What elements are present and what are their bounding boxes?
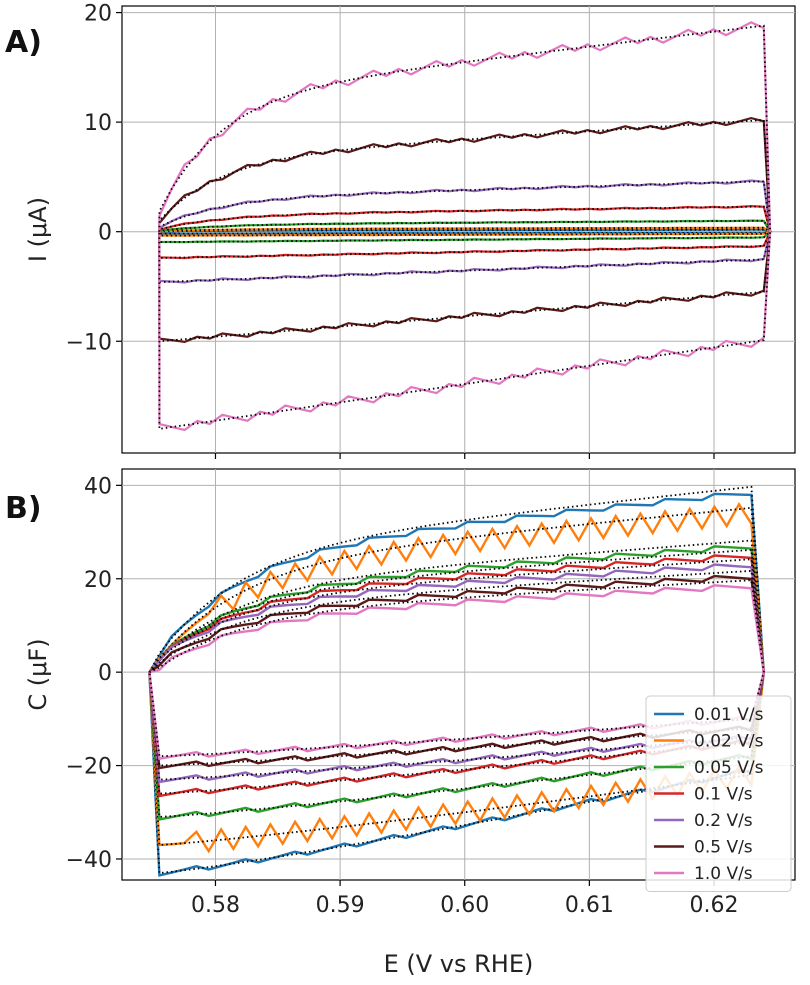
y-tick-label: 20 [84, 2, 112, 27]
panel-a-series [158, 21, 773, 432]
y-tick-label: 0 [98, 221, 112, 246]
y-tick-label: −10 [66, 330, 112, 355]
panel-b-x-axis-label: E (V vs RHE) [384, 950, 534, 978]
legend-label: 0.01 V/s [694, 705, 764, 725]
panel-b-y-axis-label: C (μF) [24, 638, 52, 710]
panel-b-plot-frame [121, 468, 796, 881]
legend-label: 1.0 V/s [694, 864, 753, 884]
legend-label: 0.02 V/s [694, 732, 764, 752]
panel-a-plot-frame [121, 5, 796, 454]
legend-label: 0.2 V/s [694, 811, 753, 831]
x-tick-label: 0.61 [565, 893, 614, 918]
y-tick-label: 0 [98, 661, 112, 686]
y-tick-label: 10 [84, 111, 112, 136]
legend: 0.01 V/s 0.02 V/s 0.05 V/s 0.1 V/s 0.2 V/s 0.… [645, 695, 792, 892]
fit-line-dotted [158, 118, 772, 343]
x-tick-label: 0.59 [316, 893, 365, 918]
y-tick-label: −20 [66, 755, 112, 780]
series-line-1.0-vs [158, 21, 772, 432]
panel-a: A) −10 0 10 20 I (μA) [5, 2, 796, 459]
panel-a-y-ticks: −10 0 10 20 [66, 2, 122, 355]
panel-a-y-axis-label: I (μA) [24, 197, 52, 262]
panel-b-series [148, 485, 766, 877]
x-tick-label: 0.60 [440, 893, 489, 918]
legend-label: 0.5 V/s [694, 838, 753, 858]
panel-b: B) −40 −20 0 20 40 0.58 0.59 0.60 0.61 0.62 C (μ… [5, 468, 796, 978]
x-tick-label: 0.62 [689, 893, 738, 918]
legend-label: 0.1 V/s [694, 785, 753, 805]
y-tick-label: 40 [84, 474, 112, 499]
x-tick-label: 0.58 [191, 893, 240, 918]
panel-b-y-ticks: −40 −20 0 20 40 [66, 474, 122, 873]
panel-b-label: B) [5, 491, 42, 526]
panel-b-x-ticks: 0.58 0.59 0.60 0.61 0.62 [191, 880, 738, 918]
legend-label: 0.05 V/s [694, 758, 764, 778]
y-tick-label: −40 [66, 848, 112, 873]
legend-box [645, 695, 792, 892]
fit-line-dotted [158, 219, 772, 244]
fit-line-dotted [148, 539, 765, 818]
panel-a-label: A) [5, 25, 42, 60]
fit-line-dotted [148, 579, 765, 758]
y-tick-label: 20 [84, 568, 112, 593]
